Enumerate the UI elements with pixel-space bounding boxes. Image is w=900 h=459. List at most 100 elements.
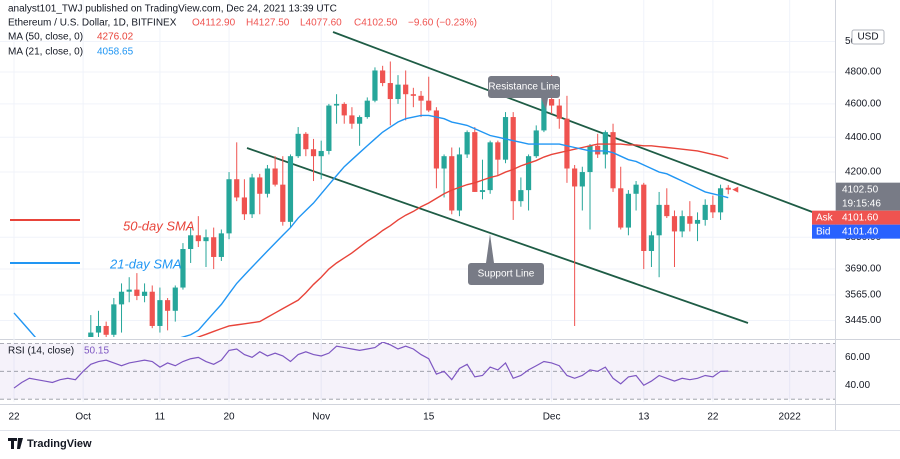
candle-body	[172, 287, 178, 311]
callout-box	[468, 263, 544, 285]
candle-body	[118, 291, 125, 305]
ohlc-value: H4127.50	[246, 18, 290, 29]
x-tick-label: 22	[8, 412, 20, 423]
logo-icon	[8, 438, 23, 449]
candle-body	[88, 332, 94, 337]
x-tick-label: Oct	[75, 412, 91, 423]
candle-body	[349, 115, 355, 124]
legend-name: MA (50, close, 0)	[8, 32, 83, 43]
last-price-marker	[732, 186, 739, 193]
y-tick-label: 4400.00	[845, 132, 882, 143]
candle-body	[641, 184, 647, 251]
callout-pointer	[486, 234, 494, 263]
rsi-legend-value: 50.15	[84, 346, 109, 357]
candle-body	[625, 193, 631, 228]
candle-body	[495, 142, 501, 160]
candle-body	[280, 184, 286, 222]
callout-box	[488, 76, 560, 98]
ohlc-value: O4112.90	[192, 18, 236, 29]
candle-body	[372, 70, 378, 101]
ask-value: 4101.60	[842, 212, 879, 223]
ohlc-value: C4102.50	[354, 18, 398, 29]
candle-body	[111, 304, 117, 335]
candle-body	[141, 291, 148, 296]
rsi-legend-name: RSI (14, close)	[8, 346, 74, 357]
support-trendline	[246, 147, 749, 324]
main-pane	[13, 31, 816, 337]
bid-value: 4101.40	[842, 226, 879, 237]
ohlc-value: −9.60 (−0.23%)	[408, 18, 477, 29]
price-tag	[836, 182, 900, 211]
candle-body	[656, 204, 662, 236]
candle-body	[671, 216, 678, 232]
candle-body	[103, 325, 109, 335]
candle-body	[426, 100, 432, 111]
legend-value: 4276.02	[97, 32, 134, 43]
legend-value: 4058.65	[97, 47, 134, 58]
y-tick-label: 3565.00	[845, 290, 882, 301]
x-tick-label: 13	[638, 412, 650, 423]
candle-body	[272, 168, 278, 185]
candle-body	[610, 132, 616, 189]
candle-body	[218, 233, 224, 257]
y-tick-label: 4200.00	[845, 167, 882, 178]
ma-line	[13, 114, 729, 337]
footer-logo: TradingView	[8, 438, 92, 450]
candle-body	[234, 179, 240, 198]
symbol: Ethereum / U.S. Dollar, 1D, BITFINEX	[8, 18, 177, 29]
candle-body	[403, 84, 409, 95]
candle-body	[264, 168, 271, 194]
candle-body	[149, 291, 155, 326]
legend: MA (50, close, 0) 4276.02 MA (21, close, 0…	[8, 32, 134, 357]
candle-body	[295, 133, 301, 157]
rsi-tick-label: 60.00	[845, 352, 870, 363]
candle-body	[341, 103, 347, 116]
candle-body	[564, 118, 570, 169]
x-tick-label: 2022	[779, 412, 802, 423]
bid-name: Bid	[816, 226, 830, 237]
candle-body	[134, 289, 140, 296]
candle-body	[525, 156, 532, 191]
candle-body	[433, 110, 439, 169]
logo-text: TradingView	[27, 438, 92, 450]
candle-body	[648, 235, 655, 251]
y-tick-label: 3445.00	[845, 315, 882, 326]
ohlc-value: L4077.60	[300, 18, 342, 29]
callout-pointer	[541, 98, 548, 110]
candle-body	[287, 156, 294, 222]
callout-text: Resistance Line	[488, 82, 560, 93]
ask-name: Ask	[816, 212, 834, 223]
candle-body	[572, 168, 578, 187]
candle-body	[195, 235, 201, 242]
candle-body	[587, 145, 593, 173]
ohlc-legend: O4112.90 H4127.50 L4077.60 C4102.50 −9.60 (−…	[192, 18, 477, 29]
candle-body	[633, 184, 639, 194]
candle-body	[226, 179, 232, 234]
price-tag-label: 4102.50	[842, 184, 879, 195]
candle-body	[249, 177, 255, 215]
candle-body	[710, 204, 716, 213]
candle-body	[326, 105, 332, 151]
candle-body	[333, 103, 340, 106]
y-tick-label: 4600.00	[845, 99, 882, 110]
candle-body	[533, 130, 539, 157]
ask-box	[812, 210, 900, 225]
x-tick-label: Dec	[543, 412, 561, 423]
candle-body	[203, 237, 209, 242]
y-tick-label: 3690.00	[845, 264, 882, 275]
sma21-annotation: 21-day SMA	[109, 256, 182, 271]
candle-body	[241, 197, 247, 215]
candle-body	[157, 300, 163, 326]
candle-body	[595, 145, 601, 155]
candle-body	[303, 133, 309, 150]
candle-body	[725, 187, 731, 190]
candle-body	[702, 204, 708, 220]
candle-body	[318, 150, 324, 157]
bid-box	[812, 224, 900, 239]
candle-body	[472, 132, 478, 192]
rsi-pane	[0, 342, 835, 400]
axes: 5000.004800.004600.004400.004200.003850.…	[8, 36, 900, 423]
candle-body	[541, 99, 547, 131]
candle-body	[456, 154, 463, 211]
